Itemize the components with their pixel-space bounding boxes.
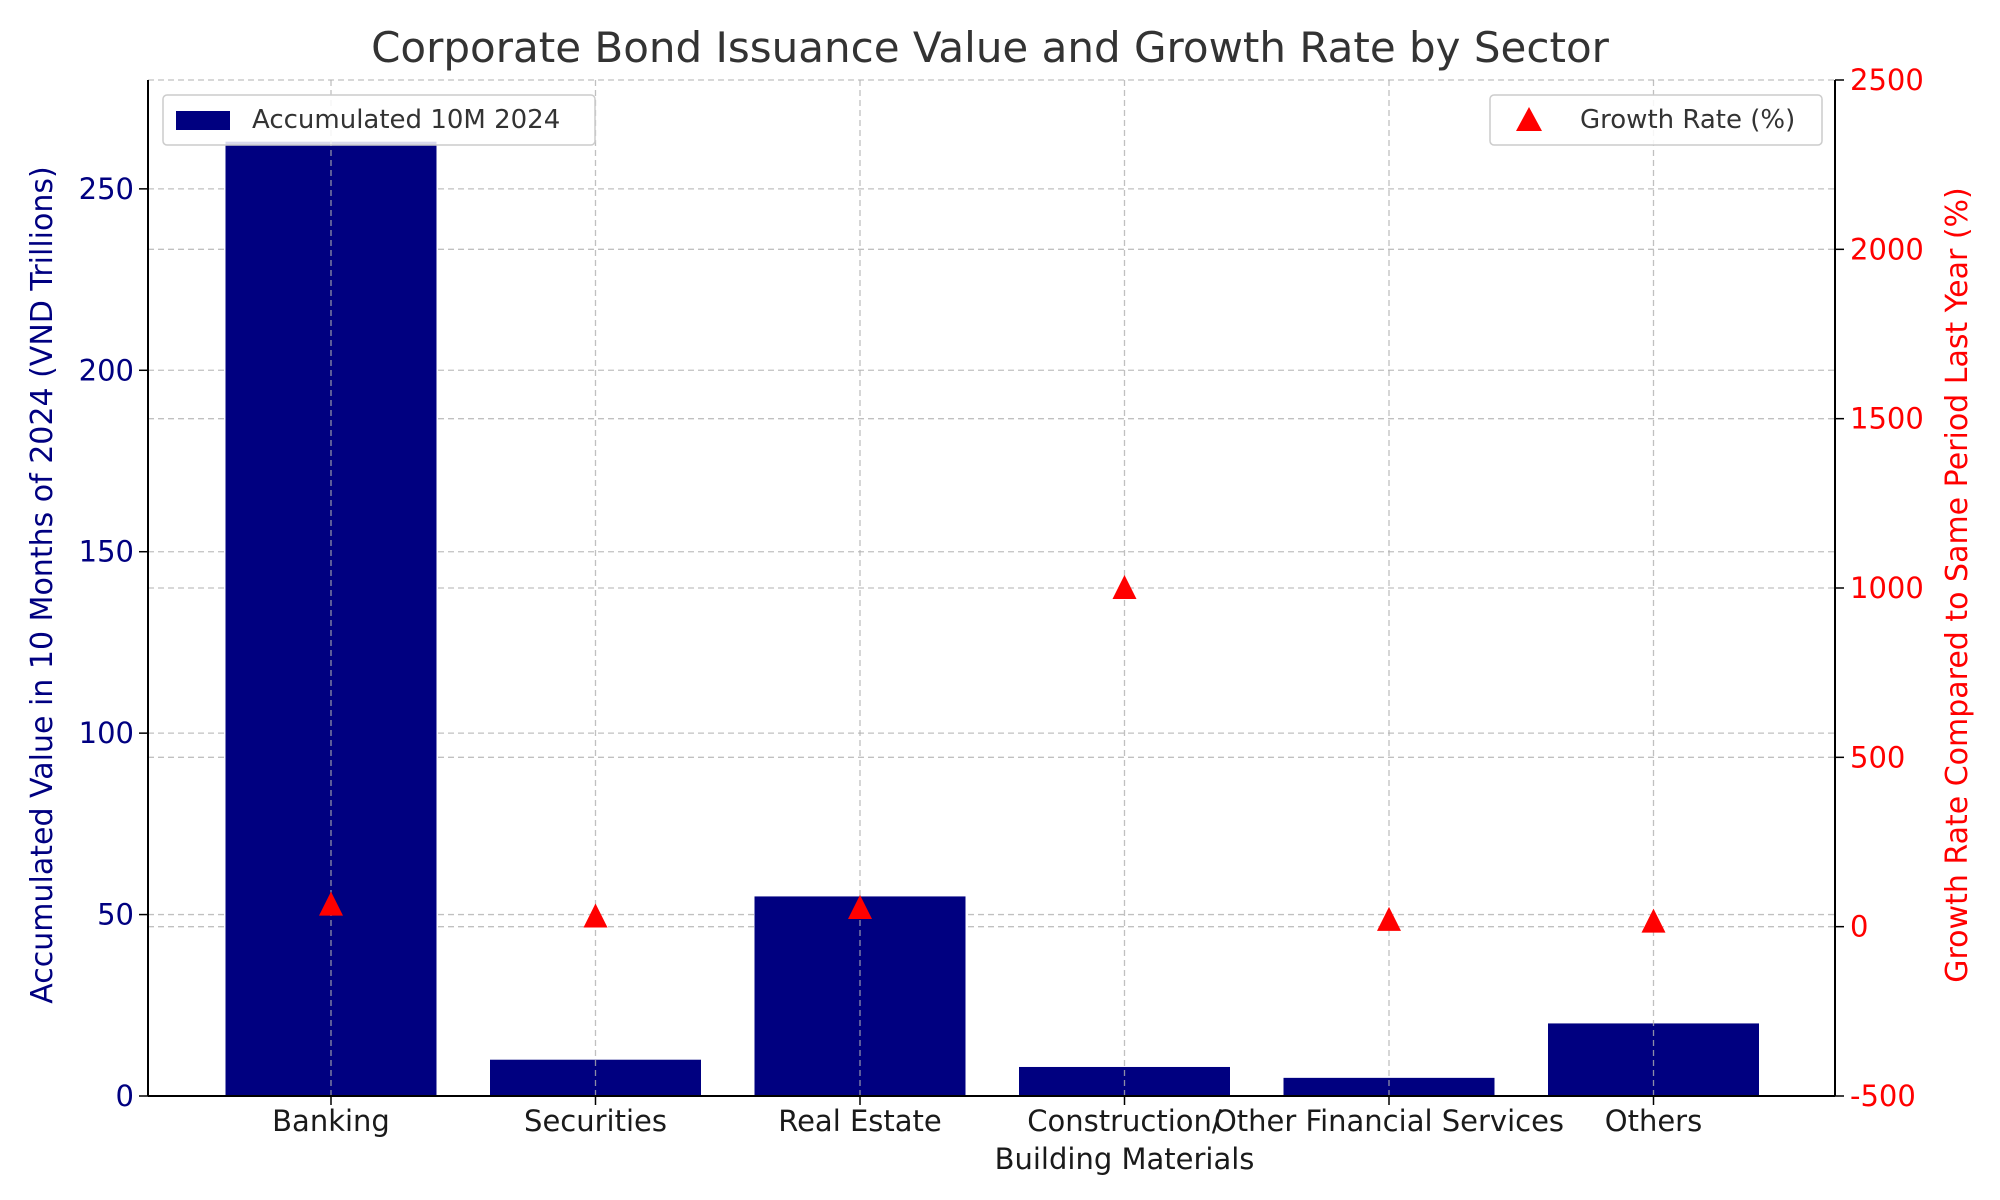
bar-4 [1283, 1077, 1495, 1096]
y-right-tick-label: 2500 [1850, 63, 1924, 97]
x-tick-label: Other Financial Services [1214, 1104, 1564, 1138]
legend-bars-box [162, 94, 596, 146]
legend-growth-label: Growth Rate (%) [1580, 105, 1795, 135]
legend-bars-label: Accumulated 10M 2024 [252, 105, 560, 135]
growth-marker-0 [319, 891, 343, 916]
legend-bars-swatch [176, 111, 230, 130]
legend-bars: Accumulated 10M 2024 [162, 94, 596, 146]
x-tick-label: Real Estate [778, 1104, 942, 1138]
y-left-tick-label: 200 [79, 353, 134, 387]
growth-rate-series [319, 575, 1666, 933]
x-tick-label: Construction/ [1027, 1104, 1222, 1138]
y-right-tick-label: 500 [1850, 740, 1905, 774]
chart-title: Corporate Bond Issuance Value and Growth… [371, 23, 1610, 72]
y-left-tick-label: 100 [79, 716, 134, 750]
legend-growth-triangle-icon [1516, 107, 1542, 131]
y-axis-left-label: Accumulated Value in 10 Months of 2024 (… [25, 166, 60, 1003]
y-right-tick-label: 1000 [1850, 571, 1924, 605]
y-axis-right-label: Growth Rate Compared to Same Period Last… [1940, 187, 1975, 982]
legend-growth-box [1489, 94, 1823, 146]
bar-2 [754, 896, 966, 1096]
growth-marker-4 [1377, 906, 1401, 931]
x-tick-label: Others [1605, 1104, 1702, 1138]
x-tick-label: Securities [524, 1104, 667, 1138]
y-left-tick-label: 50 [97, 898, 134, 932]
x-tick-label: Building Materials [995, 1142, 1255, 1176]
bar-series [225, 141, 1759, 1096]
legend-growth: Growth Rate (%) [1489, 94, 1823, 146]
growth-marker-1 [583, 903, 608, 928]
y-left-tick-label: 250 [79, 172, 134, 206]
y-right-tick-label: 1500 [1850, 402, 1924, 436]
growth-marker-2 [848, 895, 872, 920]
y-left-tick-label: 150 [79, 535, 134, 569]
growth-marker-3 [1112, 575, 1137, 599]
axes: 0 50 100 150 200 250 -500 0 500 1000 1500 2000 2500 B… [79, 63, 1924, 1176]
y-right-tick-label: -500 [1850, 1079, 1916, 1113]
y-left-tick-label: 0 [116, 1079, 134, 1113]
growth-marker-5 [1641, 908, 1666, 933]
y-right-tick-label: 0 [1850, 910, 1868, 944]
y-right-tick-label: 2000 [1850, 232, 1924, 266]
x-tick-label: Banking [272, 1104, 390, 1138]
